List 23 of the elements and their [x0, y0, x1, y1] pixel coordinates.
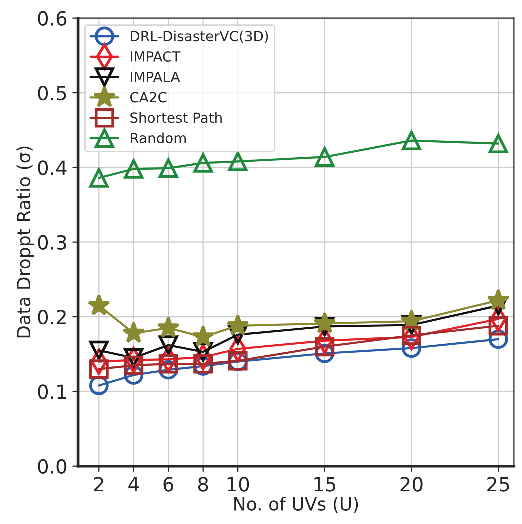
legend-label: IMPACT: [131, 51, 181, 62]
y-tick-label: 0.6: [38, 11, 67, 26]
x-tick-label: 10: [228, 477, 250, 492]
legend-label: Shortest Path: [130, 112, 222, 124]
y-tick-label: 0.0: [38, 459, 67, 474]
y-tick-label: 0.2: [38, 310, 66, 325]
x-axis-title: No. of UVs (U): [234, 496, 358, 514]
x-tick-label: 4: [128, 477, 139, 492]
x-tick-label: 2: [94, 477, 104, 492]
x-tick-label: 15: [314, 477, 336, 492]
x-tick-label: 6: [164, 477, 174, 492]
x-tick-label: 20: [400, 477, 423, 492]
legend-label: IMPALA: [131, 72, 180, 82]
legend-label: DRL-DisasterVC(3D): [131, 30, 268, 44]
y-tick-label: 0.3: [38, 235, 66, 250]
y-tick-label: 0.5: [38, 86, 66, 101]
y-tick-label: 0.1: [38, 384, 66, 400]
y-axis-title: Data Droppt Ratio (σ): [16, 146, 34, 338]
legend-label: Random: [131, 132, 186, 144]
legend-label: CA2C: [130, 92, 167, 103]
x-tick-label: 8: [198, 477, 208, 492]
x-tick-label: 25: [488, 477, 510, 492]
y-tick-label: 0.4: [38, 160, 67, 176]
